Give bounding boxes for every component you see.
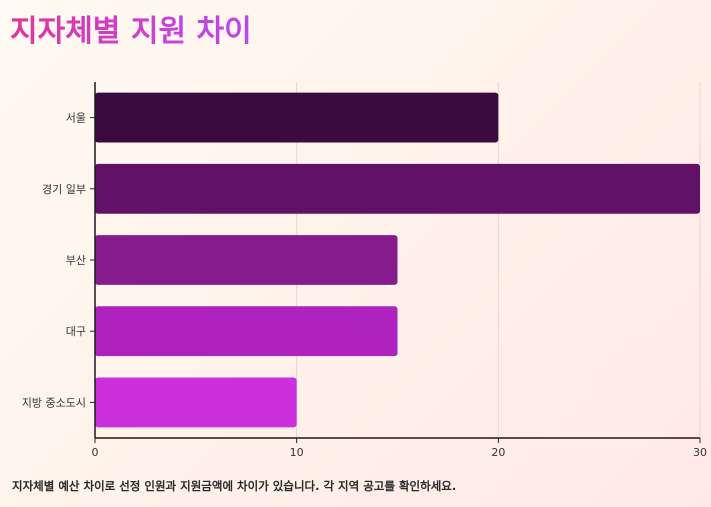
axes xyxy=(90,82,701,443)
bar xyxy=(95,306,398,357)
y-tick-label: 지방 중소도시 xyxy=(22,396,86,409)
footnote: 지자체별 예산 차이로 선정 인원과 지원금액에 차이가 있습니다. 각 지역 … xyxy=(12,479,457,493)
bar xyxy=(95,92,499,143)
chart-title: 지자체별 지원 차이 xyxy=(10,6,252,50)
bar xyxy=(95,235,398,285)
x-tick-label: 30 xyxy=(693,446,707,459)
y-tick-label: 서울 xyxy=(66,112,86,125)
x-tick-label: 20 xyxy=(491,446,505,459)
bars xyxy=(95,92,700,428)
y-tick-label: 경기 일부 xyxy=(42,182,86,196)
bar xyxy=(95,163,700,214)
x-tick-label: 10 xyxy=(290,446,304,459)
x-tick-labels: 0 10 20 30 xyxy=(92,446,708,459)
bar xyxy=(95,377,297,428)
y-tick-label: 부산 xyxy=(66,254,86,267)
x-tick-label: 0 xyxy=(92,446,99,459)
y-tick-label: 대구 xyxy=(66,325,86,338)
